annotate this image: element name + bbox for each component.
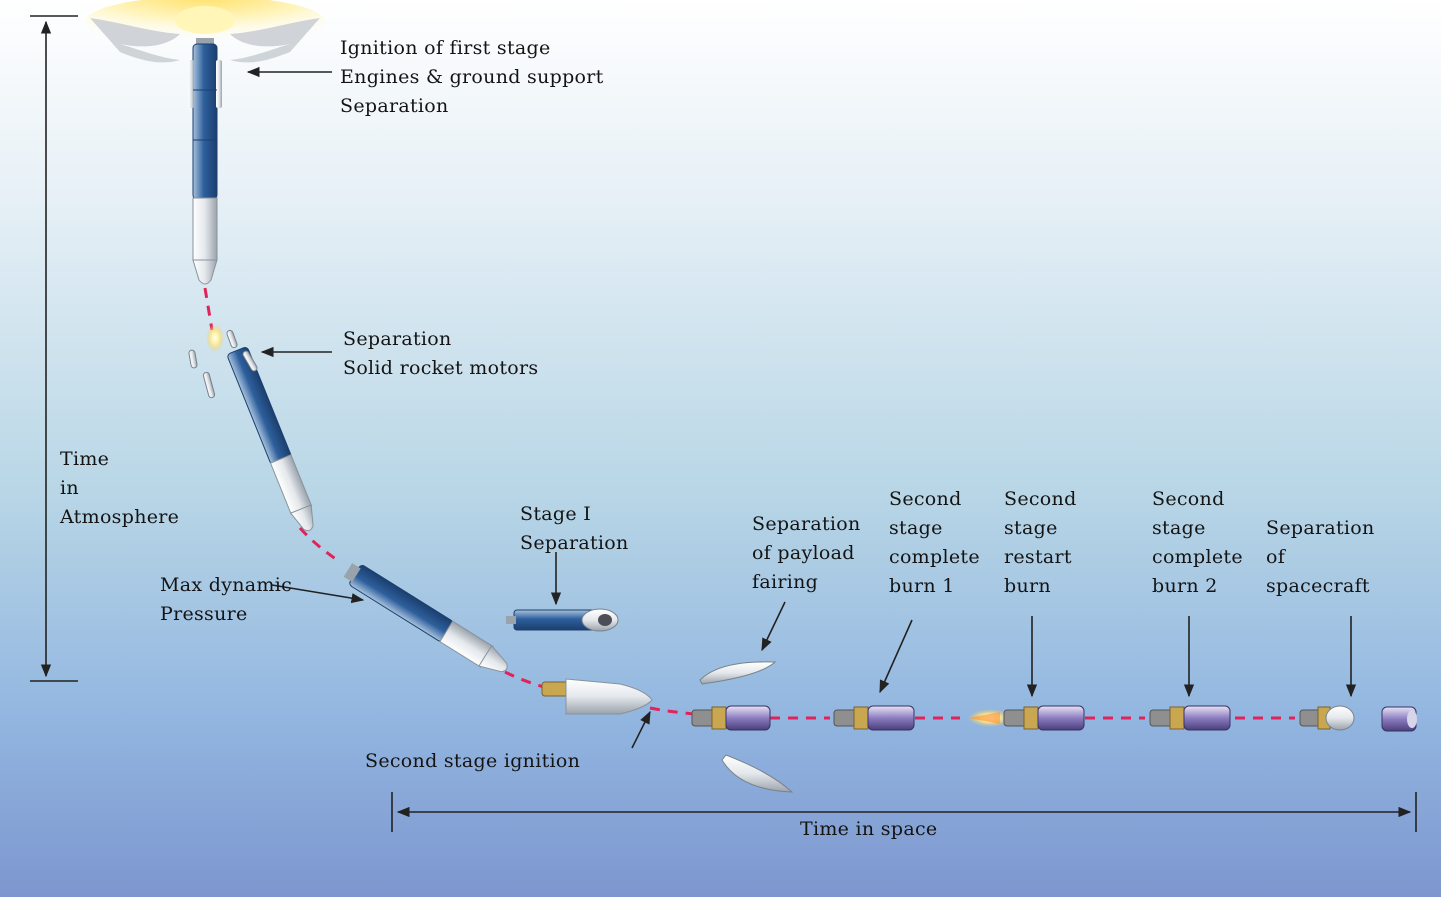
label-ignition: Ignition of first stage Engines & ground…: [340, 37, 604, 117]
upper-stage-burn2-complete: [1149, 705, 1231, 731]
launch-exhaust-clouds: [85, 0, 325, 63]
rocket-max-q: [343, 563, 508, 673]
upper-stage-restart-burn: [968, 705, 1085, 731]
upper-stage-fairing-separation: [691, 705, 771, 731]
label-time-in-space: Time in space: [800, 818, 938, 840]
label-stage-one-separation: Stage I Separation: [520, 503, 629, 554]
label-burn1-complete: Second stage complete burn 1: [889, 488, 980, 597]
rocket-second-stage: [541, 678, 653, 715]
upper-stage-burn1-complete: [833, 705, 915, 731]
label-booster-separation: Separation Solid rocket motors: [343, 328, 539, 379]
label-max-dynamic-pressure: Max dynamic Pressure: [160, 574, 293, 625]
upper-stage-after-separation: [1299, 705, 1355, 731]
atmosphere-time-dimension: [30, 15, 78, 682]
trajectory-path: [203, 287, 1295, 720]
label-restart-burn: Second stage restart burn: [1004, 488, 1077, 597]
stage-one-separated: [506, 608, 619, 632]
rocket-booster-separation: [188, 324, 314, 532]
spacecraft-separated: [1381, 706, 1417, 732]
label-burn2-complete: Second stage complete burn 2: [1152, 488, 1243, 597]
rocket-liftoff: [188, 38, 222, 285]
label-pointer-arrows: [246, 66, 1357, 749]
label-second-stage-ignition: Second stage ignition: [365, 750, 581, 772]
label-time-in-atmosphere: Time in Atmosphere: [60, 448, 180, 528]
payload-fairing-halves: [699, 661, 794, 793]
label-payload-fairing-separation: Separation of payload fairing: [752, 513, 861, 593]
space-time-dimension: [391, 792, 1417, 832]
label-spacecraft-separation: Separation of spacecraft: [1266, 517, 1375, 597]
